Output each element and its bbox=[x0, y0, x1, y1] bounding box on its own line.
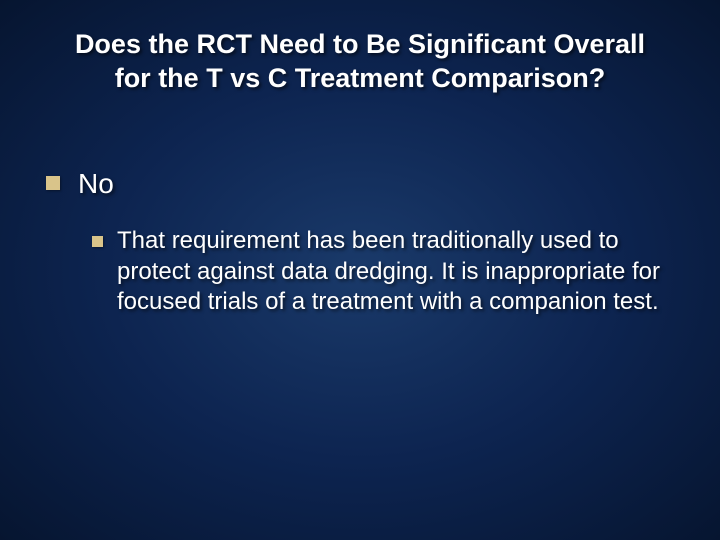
square-bullet-icon bbox=[46, 176, 60, 190]
slide-title: Does the RCT Need to Be Significant Over… bbox=[36, 28, 684, 96]
slide: Does the RCT Need to Be Significant Over… bbox=[0, 0, 720, 540]
bullet-item: No bbox=[46, 166, 684, 202]
sub-bullet-item: That requirement has been traditionally … bbox=[92, 226, 684, 318]
bullet-label: No bbox=[78, 166, 114, 202]
sub-bullet-label: That requirement has been traditionally … bbox=[117, 226, 677, 318]
square-bullet-icon bbox=[92, 236, 103, 247]
